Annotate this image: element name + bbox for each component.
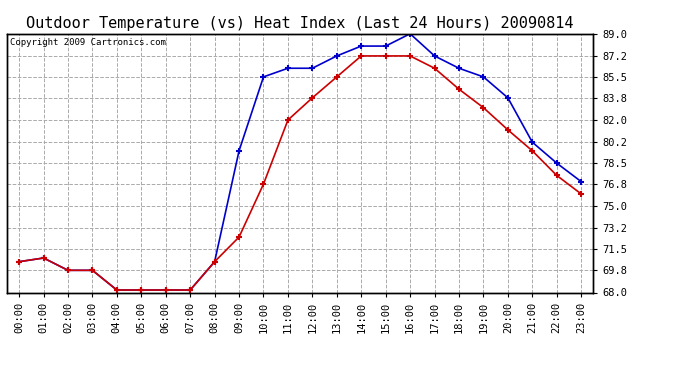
Text: Copyright 2009 Cartronics.com: Copyright 2009 Cartronics.com: [10, 38, 166, 46]
Title: Outdoor Temperature (vs) Heat Index (Last 24 Hours) 20090814: Outdoor Temperature (vs) Heat Index (Las…: [26, 16, 574, 31]
